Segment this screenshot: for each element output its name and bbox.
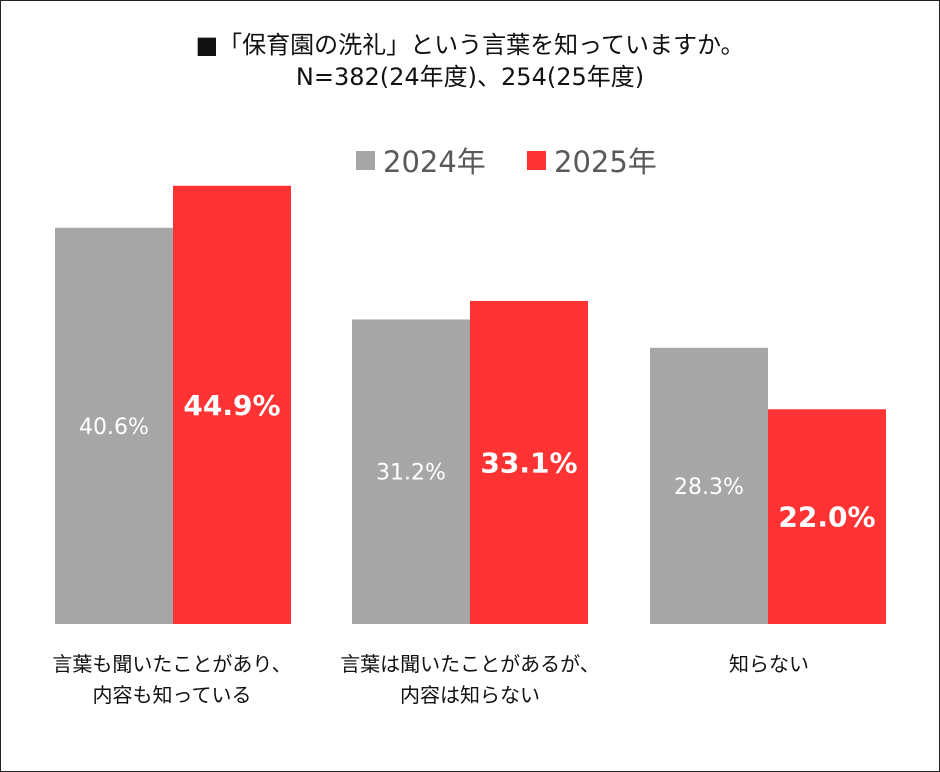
data-label-2024-2: 28.3% xyxy=(674,475,744,500)
legend-swatch-2024 xyxy=(356,150,375,170)
chart-subtitle: N=382(24年度)、254(25年度) xyxy=(295,63,645,91)
legend-label-2024: 2024年 xyxy=(383,145,486,179)
chart-title: ■「保育園の洗礼」という言葉を知っていますか。 xyxy=(195,31,745,59)
category-label-0-line-2: 内容も知っている xyxy=(92,683,252,707)
data-label-2025-0: 44.9% xyxy=(183,389,280,422)
bar-2025-0 xyxy=(173,185,291,624)
legend-item-2025: 2025年 xyxy=(527,142,657,179)
category-label-2: 知らない xyxy=(619,649,919,680)
data-label-2024-1: 31.2% xyxy=(376,461,446,486)
category-label-1-line-1: 言葉は聞いたことがあるが、 xyxy=(340,652,600,676)
legend-item-2024: 2024年 xyxy=(356,142,486,179)
data-label-2025-1: 33.1% xyxy=(480,446,577,479)
bar-2024-2 xyxy=(650,347,768,624)
category-label-1: 言葉は聞いたことがあるが、 内容は知らない xyxy=(320,649,620,711)
category-label-0-line-1: 言葉も聞いたことがあり、 xyxy=(52,652,292,676)
bar-2024-1 xyxy=(352,319,470,624)
legend-swatch-2025 xyxy=(527,150,546,170)
data-label-2025-2: 22.0% xyxy=(778,501,875,534)
data-label-2024-0: 40.6% xyxy=(79,415,149,440)
category-label-0: 言葉も聞いたことがあり、 内容も知っている xyxy=(22,649,322,711)
bar-2024-0 xyxy=(55,227,173,624)
bar-2025-2 xyxy=(768,409,886,624)
bar-2025-1 xyxy=(470,300,588,624)
legend-label-2025: 2025年 xyxy=(554,145,657,179)
category-label-1-line-2: 内容は知らない xyxy=(400,683,540,707)
category-label-2-line-1: 知らない xyxy=(729,652,809,676)
